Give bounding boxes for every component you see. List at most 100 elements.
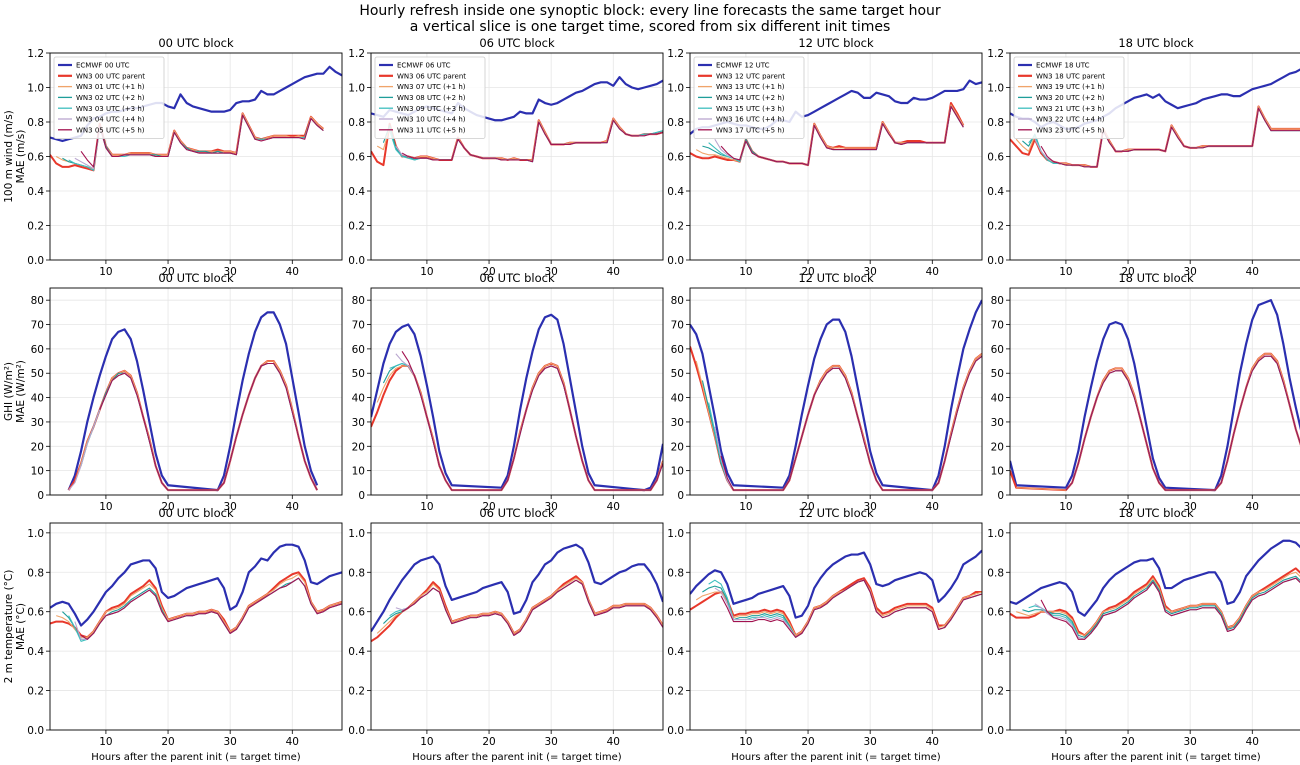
y-tick-label: 0.2 bbox=[987, 686, 1004, 698]
x-tick-label: 20 bbox=[801, 501, 814, 513]
y-tick-label: 0 bbox=[37, 490, 44, 502]
series-line-ecmwf bbox=[1010, 299, 1300, 492]
panel-grid: 10 20 30 40 0.0 0.2 0.4 0.6 0.8 1.0 1.2 00 UTC bloc… bbox=[3, 36, 1300, 763]
x-tick-label: 40 bbox=[286, 501, 299, 513]
series-line-member-3 bbox=[389, 579, 663, 636]
y-tick-label: 50 bbox=[991, 368, 1004, 380]
x-tick-label: 20 bbox=[161, 736, 174, 748]
legend-entry: WN3 05 UTC (+5 h) bbox=[76, 126, 145, 134]
y-tick-label: 1.2 bbox=[987, 48, 1004, 60]
y-tick-label: 1.0 bbox=[27, 83, 44, 95]
legend-box bbox=[1013, 56, 1125, 139]
x-tick-label: 30 bbox=[863, 736, 876, 748]
y-tick-label: 50 bbox=[31, 368, 44, 380]
y-tick-label: 0.2 bbox=[667, 686, 684, 698]
x-tick-label: 20 bbox=[1121, 266, 1134, 278]
y-tick-label: 50 bbox=[671, 368, 684, 380]
x-tick-label: 40 bbox=[286, 266, 299, 278]
panel-title: 12 UTC block bbox=[798, 506, 874, 520]
legend-entry: WN3 23 UTC (+5 h) bbox=[1036, 126, 1105, 134]
plot-frame bbox=[370, 522, 664, 731]
legend-entry: WN3 09 UTC (+3 h) bbox=[397, 105, 466, 113]
panel-title: 06 UTC block bbox=[479, 271, 555, 285]
y-axis-label: 2 m temperature (°C) bbox=[3, 570, 15, 684]
x-tick-label: 40 bbox=[607, 266, 620, 278]
legend-box bbox=[374, 56, 486, 139]
x-axis-label: Hours after the parent init (= target ti… bbox=[412, 752, 621, 763]
legend-entry: ECMWF 12 UTC bbox=[716, 62, 770, 70]
legend-entry: WN3 13 UTC (+1 h) bbox=[716, 83, 785, 91]
y-tick-label: 80 bbox=[991, 295, 1004, 307]
y-tick-label: 40 bbox=[991, 393, 1004, 405]
y-tick-label: 0.8 bbox=[987, 567, 1004, 579]
y-tick-label: 60 bbox=[991, 344, 1004, 356]
x-tick-label: 10 bbox=[420, 501, 433, 513]
series-line-member-5 bbox=[1040, 107, 1300, 168]
legend-entry: WN3 12 UTC parent bbox=[716, 72, 785, 80]
chart-panel-6: 10 20 30 40 0 10 20 30 40 50 60 70 80 06 UTC block bbox=[352, 271, 664, 513]
y-tick-label: 0.4 bbox=[987, 646, 1004, 658]
y-tick-label: 60 bbox=[31, 344, 44, 356]
chart-panel-11: 10 20 30 40 0.0 0.2 0.4 0.6 0.8 1.0 12 UTC block Ho… bbox=[667, 506, 983, 763]
y-tick-label: 0 bbox=[997, 490, 1004, 502]
legend-entry: WN3 08 UTC (+2 h) bbox=[397, 94, 466, 102]
x-tick-label: 40 bbox=[926, 501, 939, 513]
series-line-member-5 bbox=[720, 355, 982, 491]
series-line-member-3 bbox=[1065, 355, 1300, 491]
legend-box bbox=[53, 56, 165, 139]
y-tick-label: 0.6 bbox=[27, 607, 44, 619]
y-tick-label: 10 bbox=[31, 466, 44, 478]
x-tick-label: 10 bbox=[1059, 736, 1072, 748]
y-tick-label: 1.2 bbox=[667, 48, 684, 60]
y-tick-label: 0.8 bbox=[987, 117, 1004, 129]
x-tick-label: 10 bbox=[99, 266, 112, 278]
panel-title: 18 UTC block bbox=[1118, 271, 1194, 285]
y-axis-label: 100 m wind (m/s) bbox=[3, 110, 15, 203]
y-tick-label: 0.6 bbox=[667, 607, 684, 619]
y-tick-label: 1.2 bbox=[348, 48, 365, 60]
chart-panel-8: 10 20 30 40 0 10 20 30 40 50 60 70 80 18 UTC block bbox=[991, 271, 1300, 513]
y-tick-label: 0.8 bbox=[348, 567, 365, 579]
series-line-member-5 bbox=[99, 362, 318, 491]
x-tick-label: 20 bbox=[1121, 736, 1134, 748]
y-tick-label: 30 bbox=[671, 417, 684, 429]
series-line-ecmwf bbox=[371, 313, 663, 492]
y-tick-label: 70 bbox=[671, 320, 684, 332]
legend-entry: WN3 16 UTC (+4 h) bbox=[716, 116, 785, 124]
series-line-member-5 bbox=[401, 351, 663, 491]
plot-frame bbox=[49, 287, 343, 496]
y-tick-label: 0.4 bbox=[27, 646, 44, 658]
chart-panel-7: 10 20 30 40 0 10 20 30 40 50 60 70 80 12 UTC block bbox=[671, 271, 983, 513]
series-line-member-5 bbox=[1040, 577, 1300, 640]
x-tick-label: 10 bbox=[739, 266, 752, 278]
y-tick-label: 10 bbox=[671, 466, 684, 478]
y-tick-label: 1.0 bbox=[987, 83, 1004, 95]
y-tick-label: 1.0 bbox=[27, 528, 44, 540]
x-tick-label: 30 bbox=[544, 501, 557, 513]
y-tick-label: 0.2 bbox=[348, 221, 365, 233]
chart-panel-2: 10 20 30 40 0.0 0.2 0.4 0.6 0.8 1.0 1.2 06 UTC bloc… bbox=[348, 36, 664, 278]
y-tick-label: 0.6 bbox=[667, 152, 684, 164]
panel-title: 00 UTC block bbox=[158, 36, 234, 50]
x-tick-label: 20 bbox=[161, 266, 174, 278]
legend-entry: WN3 04 UTC (+4 h) bbox=[76, 116, 145, 124]
legend-entry: WN3 03 UTC (+3 h) bbox=[76, 105, 145, 113]
y-tick-label: 0.2 bbox=[987, 221, 1004, 233]
x-tick-label: 30 bbox=[863, 266, 876, 278]
y-tick-label: 0.0 bbox=[27, 255, 44, 267]
series-line-member-5 bbox=[720, 105, 964, 166]
y-tick-label: 20 bbox=[671, 441, 684, 453]
y-tick-label: 30 bbox=[352, 417, 365, 429]
y-tick-label: 0 bbox=[358, 490, 365, 502]
chart-panel-3: 10 20 30 40 0.0 0.2 0.4 0.6 0.8 1.0 1.2 12 UTC bloc… bbox=[667, 36, 983, 278]
x-axis-label: Hours after the parent init (= target ti… bbox=[1051, 752, 1260, 763]
x-tick-label: 40 bbox=[286, 736, 299, 748]
x-tick-label: 40 bbox=[1246, 266, 1259, 278]
x-tick-label: 30 bbox=[1183, 736, 1196, 748]
panel-title: 00 UTC block bbox=[158, 506, 234, 520]
legend-entry: WN3 01 UTC (+1 h) bbox=[76, 83, 145, 91]
y-tick-label: 20 bbox=[31, 441, 44, 453]
series-line-member-3 bbox=[86, 362, 318, 491]
y-tick-label: 0.4 bbox=[667, 186, 684, 198]
chart-panel-4: 10 20 30 40 0.0 0.2 0.4 0.6 0.8 1.0 1.2 18 UTC bloc… bbox=[987, 36, 1300, 278]
